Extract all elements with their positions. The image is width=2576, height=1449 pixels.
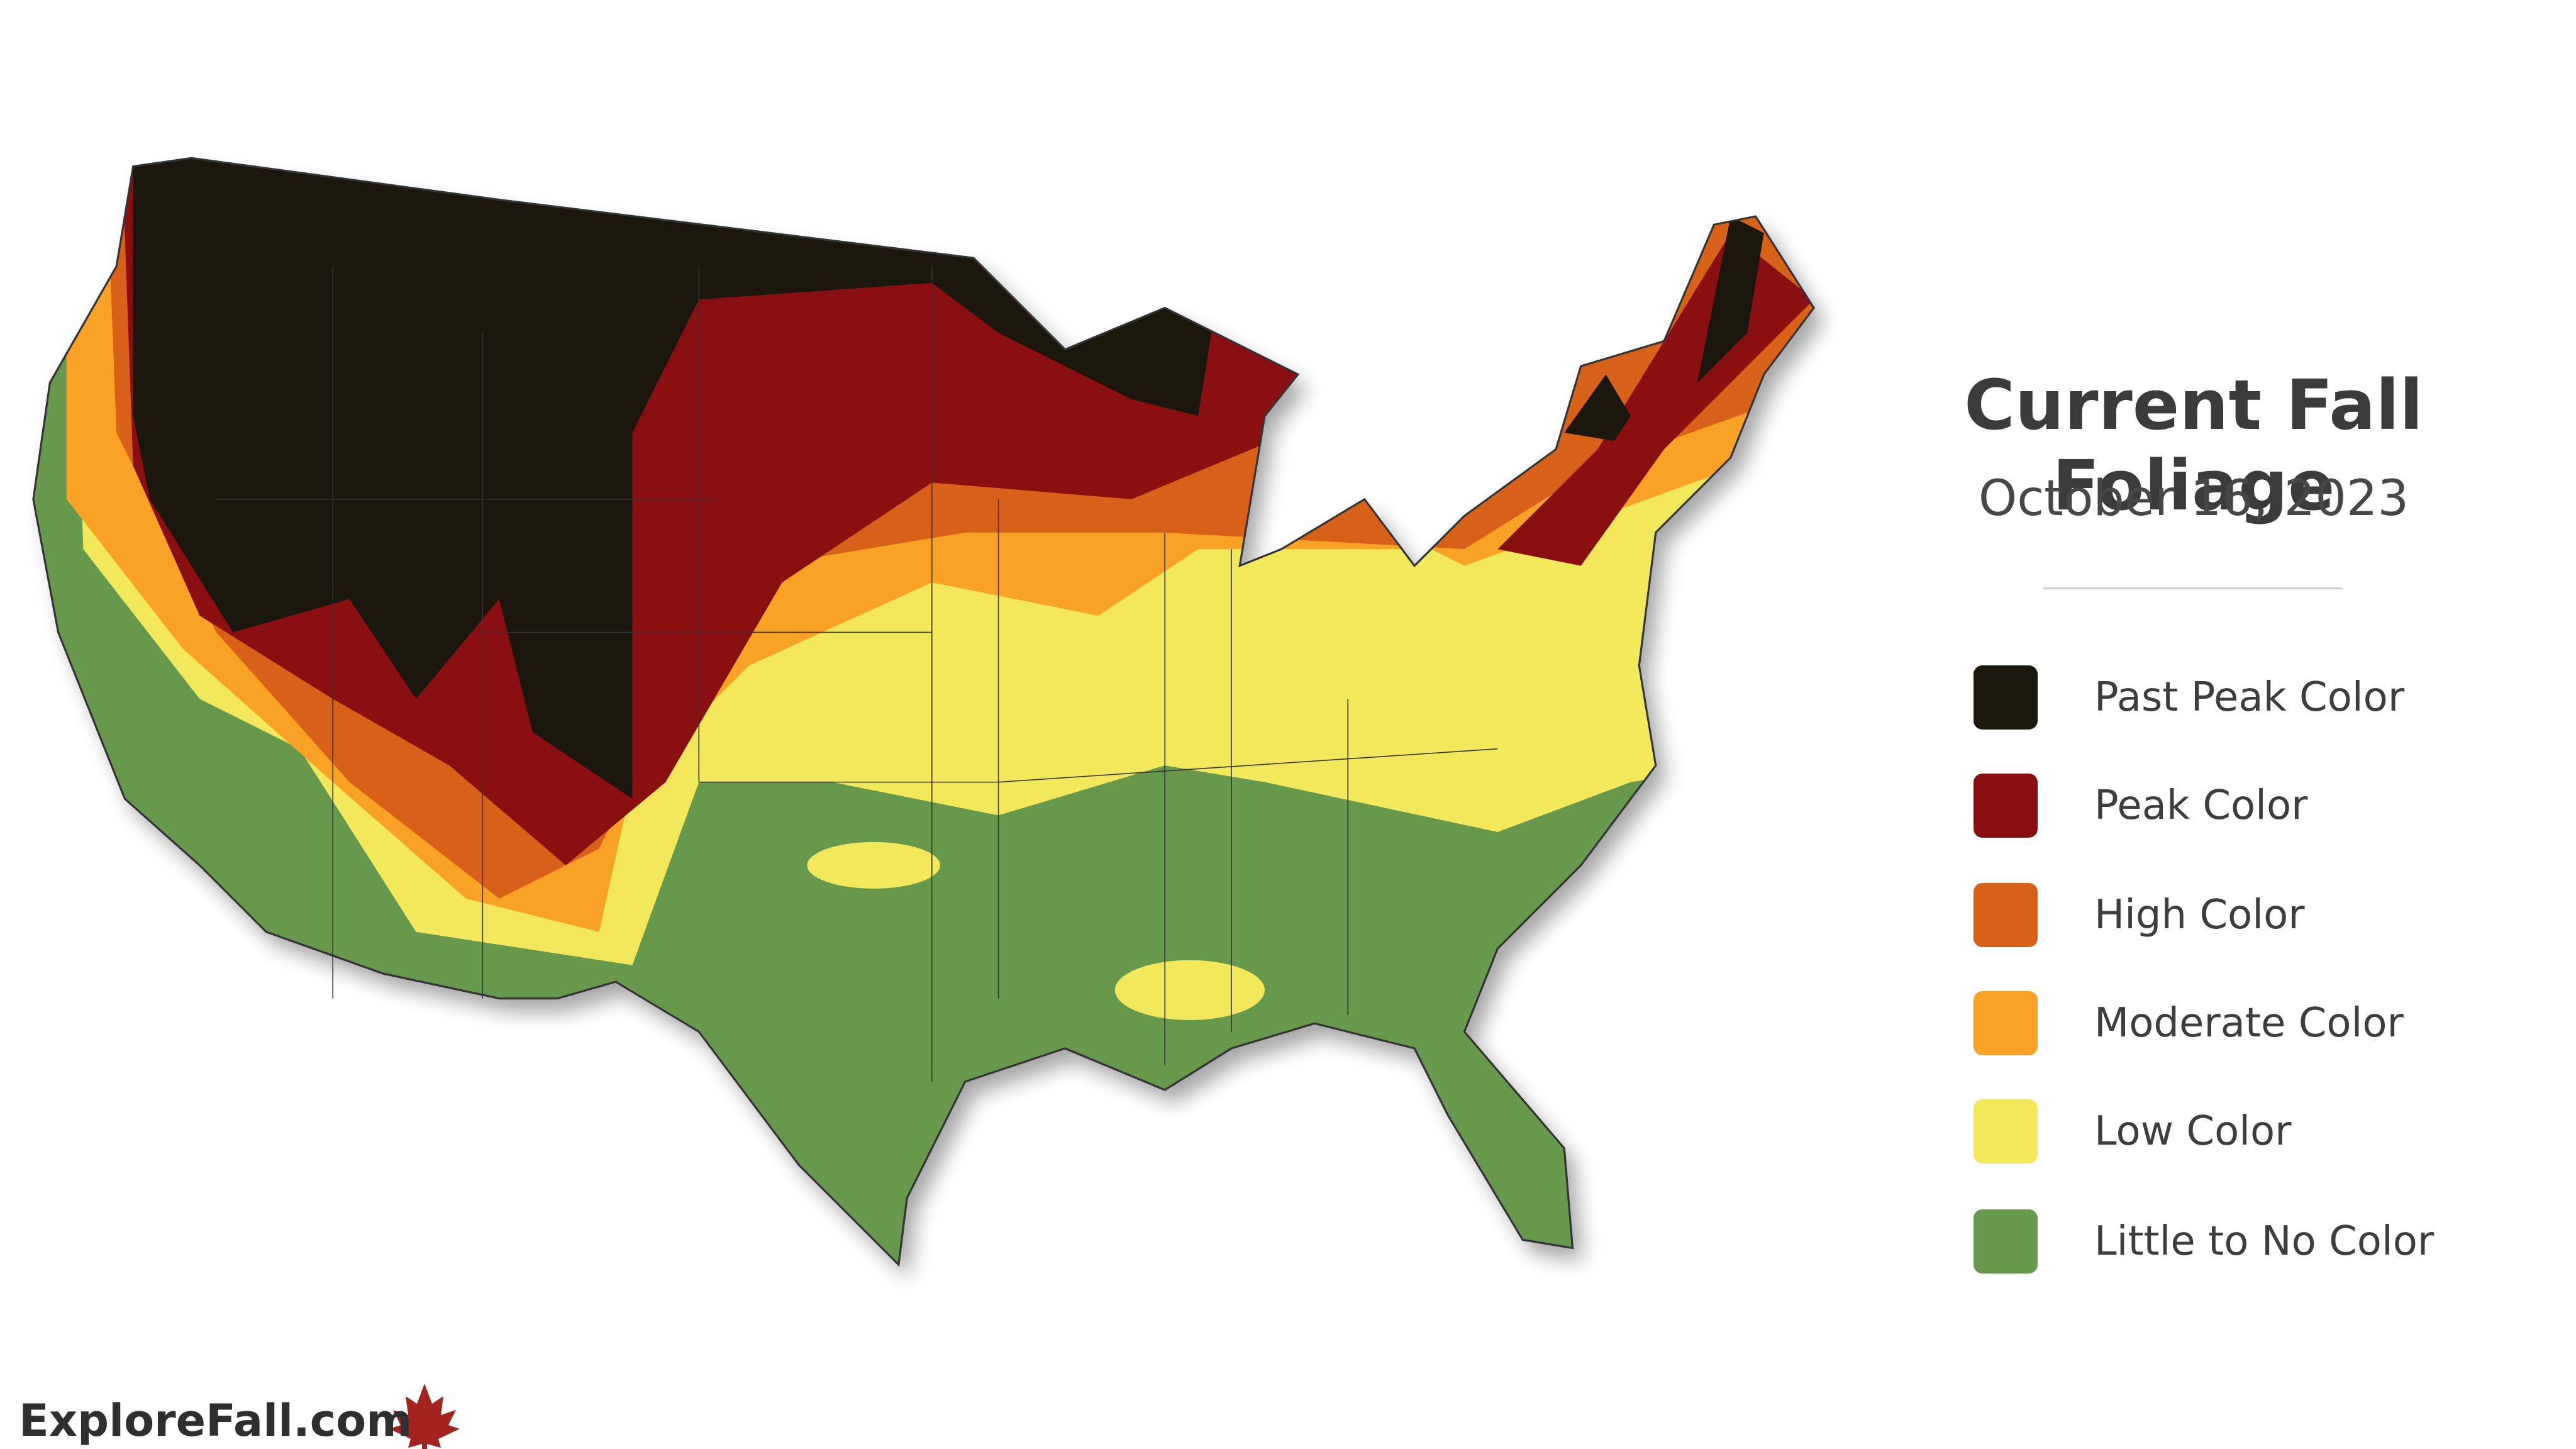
- date: October 16, 2023: [1978, 470, 2409, 527]
- legend-item: Low Color: [1974, 1099, 2291, 1163]
- low-color-area: [807, 841, 940, 889]
- past-peak-area: [1697, 216, 1764, 383]
- legend-swatch: [1974, 1099, 2038, 1163]
- legend-label: High Color: [2094, 892, 2305, 938]
- legend-label: Low Color: [2094, 1108, 2292, 1155]
- low-color-area: [1114, 960, 1265, 1020]
- legend-item: Peak Color: [1974, 774, 2307, 838]
- legend-item: Past Peak Color: [1974, 665, 2404, 730]
- past-peak-area: [1564, 374, 1631, 441]
- legend-swatch: [1974, 665, 2038, 730]
- legend-item: High Color: [1974, 883, 2305, 947]
- legend-swatch: [1974, 883, 2038, 947]
- title: Current Fall Foliage: [1964, 365, 2423, 526]
- brand: ExploreFall.com: [19, 1395, 413, 1446]
- legend-label: Past Peak Color: [2094, 674, 2405, 721]
- legend-swatch: [1974, 1209, 2038, 1274]
- legend-label: Peak Color: [2094, 782, 2308, 829]
- legend-label: Moderate Color: [2094, 1000, 2404, 1046]
- legend-item: Little to No Color: [1974, 1209, 2434, 1274]
- divider: [2043, 587, 2343, 589]
- maple-leaf-icon: [389, 1384, 460, 1449]
- legend-label: Little to No Color: [2094, 1218, 2434, 1265]
- us-map: [32, 157, 1815, 1266]
- state-lines: [216, 266, 1498, 1082]
- legend-swatch: [1974, 991, 2038, 1055]
- legend-item: Moderate Color: [1974, 991, 2404, 1055]
- legend-swatch: [1974, 774, 2038, 838]
